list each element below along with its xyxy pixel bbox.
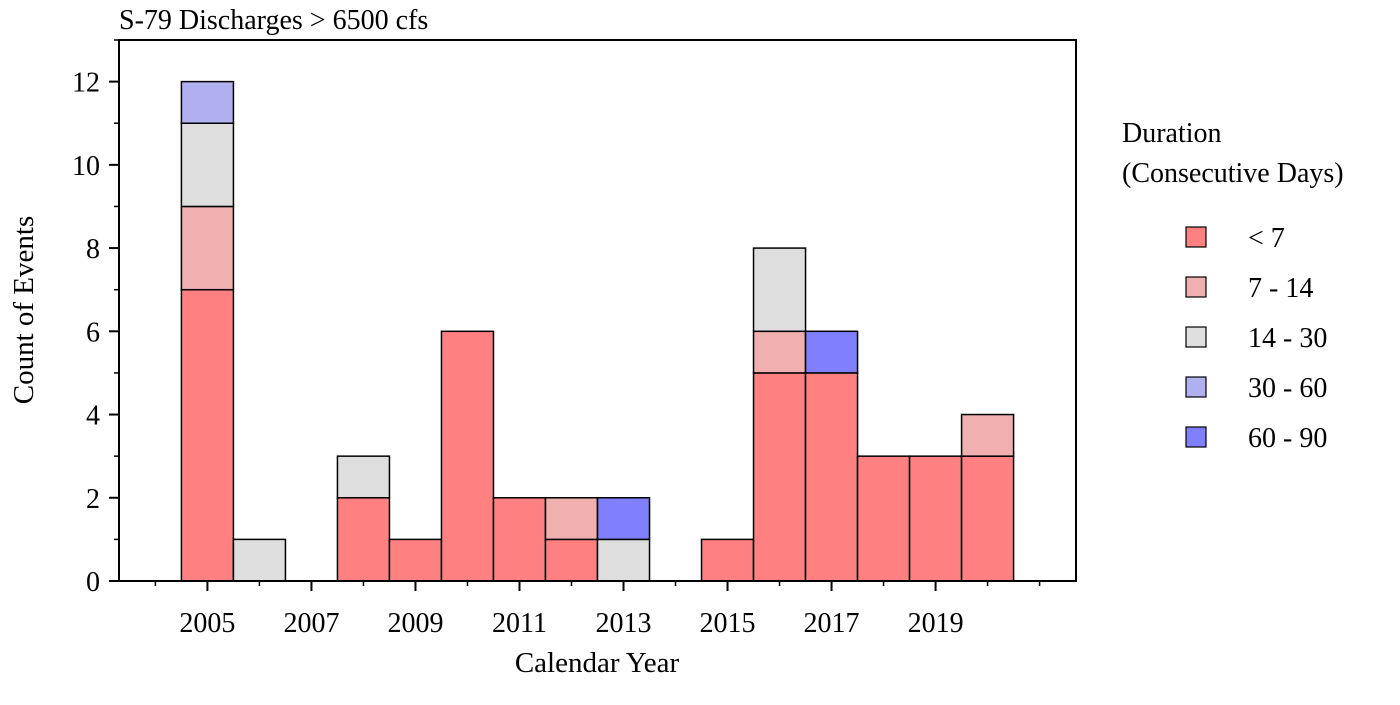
x-tick-label-2009: 2009 xyxy=(387,608,443,639)
bar-2017-series-4 xyxy=(804,330,859,374)
bar-2016-series-1 xyxy=(752,330,807,374)
bar-2008-series-0 xyxy=(336,497,391,582)
bar-2013-series-2 xyxy=(596,538,651,582)
x-tick-label-2007: 2007 xyxy=(283,608,339,639)
bar-2011-series-0 xyxy=(492,497,547,582)
bar-2016-series-0 xyxy=(752,372,807,582)
y-tick-label-0: 0 xyxy=(86,567,100,598)
legend-label-4: 60 - 90 xyxy=(1248,423,1327,454)
bar-2018-series-0 xyxy=(856,455,911,582)
bar-2005-series-0 xyxy=(180,288,235,582)
legend-swatch-0 xyxy=(1185,226,1207,248)
legend-title-line2: (Consecutive Days) xyxy=(1122,158,1344,189)
chart-title: S-79 Discharges > 6500 cfs xyxy=(119,5,428,36)
x-tick-label-2013: 2013 xyxy=(596,608,652,639)
legend-title-line1: Duration xyxy=(1122,118,1222,149)
y-tick-label-10: 10 xyxy=(72,151,100,182)
bar-2008-series-2 xyxy=(336,455,391,499)
legend-label-3: 30 - 60 xyxy=(1248,373,1327,404)
y-tick-label-2: 2 xyxy=(86,484,100,515)
bar-2013-series-4 xyxy=(596,497,651,541)
bar-2006-series-2 xyxy=(232,538,287,582)
bar-2015-series-0 xyxy=(700,538,755,582)
legend-swatch-4 xyxy=(1185,426,1207,448)
legend-label-2: 14 - 30 xyxy=(1248,323,1327,354)
bar-2020-series-0 xyxy=(960,455,1015,582)
bar-2009-series-0 xyxy=(388,538,443,582)
legend-swatch-3 xyxy=(1185,376,1207,398)
y-tick-label-8: 8 xyxy=(86,234,100,265)
x-tick-label-2005: 2005 xyxy=(179,608,235,639)
y-tick-label-6: 6 xyxy=(86,317,100,348)
bar-2012-series-0 xyxy=(544,538,599,582)
x-tick-label-2017: 2017 xyxy=(804,608,860,639)
y-axis: 0 2 4 6 8 10 12 xyxy=(72,39,119,598)
legend-label-1: 7 - 14 xyxy=(1248,273,1313,304)
bar-2020-series-1 xyxy=(960,413,1015,457)
y-axis-title: Count of Events xyxy=(8,216,40,405)
bars-layer xyxy=(180,80,1015,582)
legend-label-0: < 7 xyxy=(1248,223,1285,254)
x-axis-title: Calendar Year xyxy=(515,647,680,679)
bar-2005-series-2 xyxy=(180,122,235,208)
x-tick-label-2019: 2019 xyxy=(908,608,964,639)
x-tick-label-2015: 2015 xyxy=(700,608,756,639)
legend: Duration (Consecutive Days) < 7 7 - 14 14 … xyxy=(1122,118,1344,454)
bar-2017-series-0 xyxy=(804,372,859,582)
x-tick-label-2011: 2011 xyxy=(492,608,547,639)
bar-2005-series-1 xyxy=(180,205,235,291)
bar-2005-series-3 xyxy=(180,80,235,124)
legend-swatch-2 xyxy=(1185,326,1207,348)
bar-2010-series-0 xyxy=(440,330,495,582)
y-tick-label-12: 12 xyxy=(72,68,100,99)
x-axis: 2005 2007 2009 2011 2013 2015 2017 2019 xyxy=(154,581,1041,639)
legend-items: < 7 7 - 14 14 - 30 30 - 60 60 - 90 xyxy=(1185,223,1327,454)
bar-2016-series-2 xyxy=(752,247,807,333)
plot-frame xyxy=(118,39,1077,582)
y-tick-label-4: 4 xyxy=(86,401,100,432)
legend-swatch-1 xyxy=(1185,276,1207,298)
bar-2019-series-0 xyxy=(908,455,963,582)
bar-2012-series-1 xyxy=(544,497,599,541)
